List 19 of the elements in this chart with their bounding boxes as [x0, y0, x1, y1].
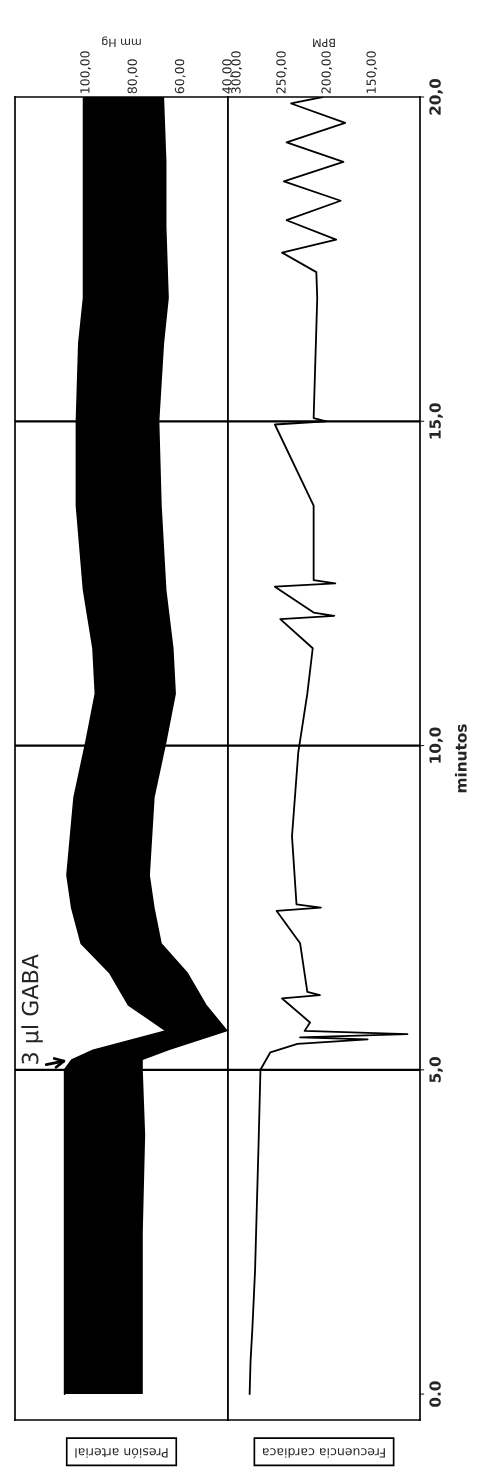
y-tick-label: 15,0	[429, 403, 443, 439]
x-tick-label: 300,00	[231, 51, 242, 94]
y-tick-label: 20,0	[429, 78, 443, 115]
x-axis-title: BPM	[313, 38, 335, 47]
x-tick-label: 100,00	[80, 51, 91, 93]
x-tick-label: 80,00	[127, 59, 139, 94]
text: Frecuencia cardiaca	[263, 1448, 385, 1458]
x-tick-label: 40,00	[222, 59, 233, 94]
x-tick-label: 150,00	[366, 51, 378, 93]
y-axis-title: minutos	[454, 724, 467, 793]
annotation: 3 µl GABA	[21, 954, 43, 1064]
x-axis-title: mm Hg	[102, 36, 141, 47]
y-tick-label: 5,0	[429, 1056, 443, 1083]
x-tick-label: 200,00	[321, 51, 333, 94]
y-tick-label: 0.0	[429, 1381, 441, 1407]
text: Presión arterial	[75, 1448, 168, 1459]
x-tick-label: 60,00	[174, 59, 186, 94]
y-tick-label: 10,0	[429, 727, 443, 763]
x-tick-label: 250,00	[276, 51, 287, 94]
